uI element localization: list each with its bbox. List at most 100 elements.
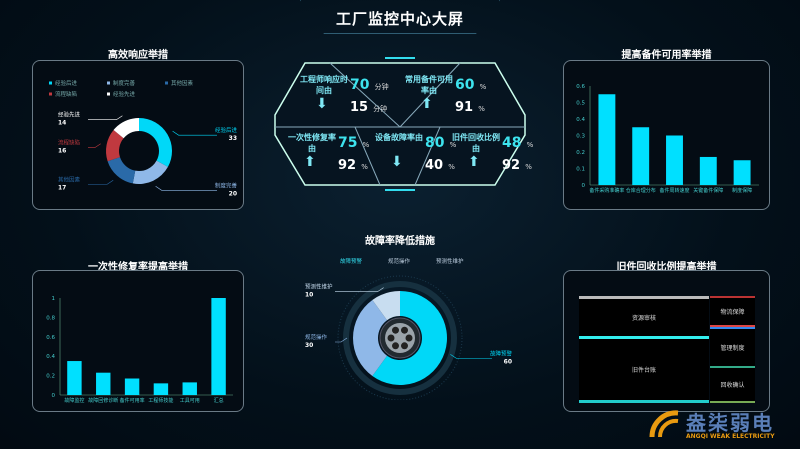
kpi-unit: 分钟	[374, 83, 389, 91]
kpi-label: 旧件回收比例由	[452, 133, 500, 153]
bar	[153, 383, 169, 395]
kpi-frame	[274, 57, 526, 191]
slice-value: 17	[58, 184, 66, 191]
kpi-to: 40	[425, 158, 444, 173]
x-tick-label: 备件周转速度	[659, 187, 689, 194]
slice-value: 10	[305, 292, 313, 299]
slice-value: 60	[504, 358, 512, 365]
panel-title-spare: 提高备件可用率举措	[621, 50, 712, 61]
legend-item[interactable]: 经验先进	[113, 90, 136, 98]
kpi-label: 一次性修复率由	[288, 133, 336, 153]
arrow-up-icon: ⬆	[304, 154, 316, 170]
kpi-unit: %	[526, 141, 534, 149]
kpi-from: 80	[425, 135, 445, 151]
kpi-from: 75	[338, 135, 358, 151]
x-tick-label: 故障监控	[64, 397, 84, 404]
kpi-from: 60	[455, 77, 475, 93]
kpi-to: 91	[455, 100, 474, 115]
bar	[96, 372, 111, 395]
kpi-from: 70	[350, 77, 370, 93]
slice-label: 故障预警	[490, 349, 513, 357]
x-tick-label: 制度保障	[732, 187, 752, 194]
y-tick-label: 0	[52, 393, 56, 399]
kpi-label: 常用备件可用率由	[405, 75, 453, 95]
y-tick-label: 0.3	[576, 134, 585, 140]
legend-item[interactable]: 故障预警	[340, 259, 363, 265]
arrow-up-icon: ⬆	[421, 96, 433, 112]
y-tick-label: 0.4	[46, 354, 55, 360]
x-tick-label: 故障回修诊断	[88, 397, 118, 404]
slice-label: 经验后进	[215, 126, 238, 134]
kpi-unit: %	[478, 105, 485, 113]
legend-item[interactable]: 预测性维护	[436, 259, 464, 265]
recycle-panel: 资源审核 旧件台账 物流保障 管理制度 回收确认	[563, 270, 770, 412]
recycle-treemap-left: 资源审核 旧件台账	[579, 296, 709, 403]
bar	[632, 127, 650, 185]
kpi-to: 92	[338, 158, 357, 173]
leader-line	[172, 130, 217, 136]
bar	[67, 361, 82, 395]
legend-item[interactable]: 经验后进	[55, 79, 78, 87]
donut-slice	[105, 129, 124, 162]
y-tick-label: 0.2	[46, 374, 55, 380]
donut-slice	[353, 299, 388, 377]
kpi-1: 常用备件可用率由 ⬆ 60 % 91 %	[405, 72, 495, 122]
y-tick-label: 0	[582, 183, 586, 189]
legend-item[interactable]: 制度完善	[113, 79, 136, 87]
kpi-unit: %	[448, 163, 455, 171]
kpi-unit: %	[361, 163, 368, 171]
leader-line	[88, 143, 101, 148]
y-tick-label: 0.8	[46, 315, 55, 321]
fix-panel: 0 0.2 0.4 0.6 0.8 1 故障监控 故障回修诊断 备件可用率 工程师技能 工具可用 汇总	[32, 270, 244, 412]
arrow-down-icon: ⬇	[316, 96, 328, 112]
bar	[211, 298, 226, 395]
kpi-2: 一次性修复率由 ⬆ 75 % 92 %	[288, 130, 378, 180]
kpi-unit: %	[525, 163, 532, 171]
fix-bar-chart: 0 0.2 0.4 0.6 0.8 1 故障监控 故障回修诊断 备件可用率 工程师技能 工具可用 汇总	[46, 296, 233, 404]
arrow-up-icon: ⬆	[468, 154, 480, 170]
y-tick-label: 0.5	[576, 101, 585, 107]
arrow-down-icon: ⬇	[391, 154, 403, 170]
brand-sub: ANGQI WEAK ELECTRICITY	[686, 433, 775, 440]
y-tick-label: 0.2	[576, 150, 585, 156]
slice-value: 33	[229, 135, 237, 142]
leader-line	[88, 115, 123, 121]
x-tick-label: 备件可用率	[120, 397, 145, 404]
treemap-cell: 资源审核	[579, 296, 709, 340]
kpi-label: 工程师响应时间由	[300, 75, 348, 95]
x-tick-label: 汇总	[214, 397, 224, 404]
kpi-0: 工程师响应时间由 ⬇ 70 分钟 15 分钟	[300, 72, 390, 122]
page-title: 工厂监控中心大屏	[335, 10, 464, 28]
donut-slice	[372, 291, 447, 385]
bar	[699, 156, 717, 185]
kpi-to: 15	[350, 100, 369, 115]
y-tick-label: 1	[52, 296, 56, 302]
slice-label: 经验先进	[58, 111, 81, 119]
legend-marker	[49, 92, 52, 96]
legend-item[interactable]: 其他因素	[171, 79, 194, 87]
y-tick-label: 0.4	[576, 117, 585, 123]
kpi-unit: %	[362, 141, 370, 149]
bar	[124, 378, 140, 395]
legend-marker	[165, 81, 168, 85]
y-tick-label: 0.1	[576, 167, 585, 173]
panel-title-response: 高效响应举措	[108, 50, 168, 61]
panel-title-fix: 一次性修复率提高举措	[88, 262, 188, 273]
donut-slice	[139, 118, 172, 167]
fault-legend: 故障预警 规范操作 预测性维护	[340, 257, 464, 265]
slice-value: 20	[229, 190, 237, 197]
x-tick-label: 备件采购准确率	[589, 187, 624, 194]
kpi-to: 92	[502, 158, 521, 173]
spare-panel: 0 0.1 0.2 0.3 0.4 0.5 0.6 备件采购准确率 仓库合理分布 备件周转速度 关键…	[563, 60, 770, 210]
donut-slice	[113, 118, 139, 139]
legend-item[interactable]: 规范操作	[388, 259, 411, 265]
leader-line	[450, 354, 492, 359]
kpi-label: 设备故障率由	[375, 133, 423, 142]
bar	[733, 160, 751, 185]
brand-logo: 盎柒弱电 ANGQI WEAK ELECTRICITY	[648, 405, 798, 445]
kpi-unit: %	[449, 141, 457, 149]
logo-icon	[649, 410, 679, 438]
legend-item[interactable]: 流程缺陷	[55, 90, 77, 98]
legend-marker	[107, 92, 110, 96]
